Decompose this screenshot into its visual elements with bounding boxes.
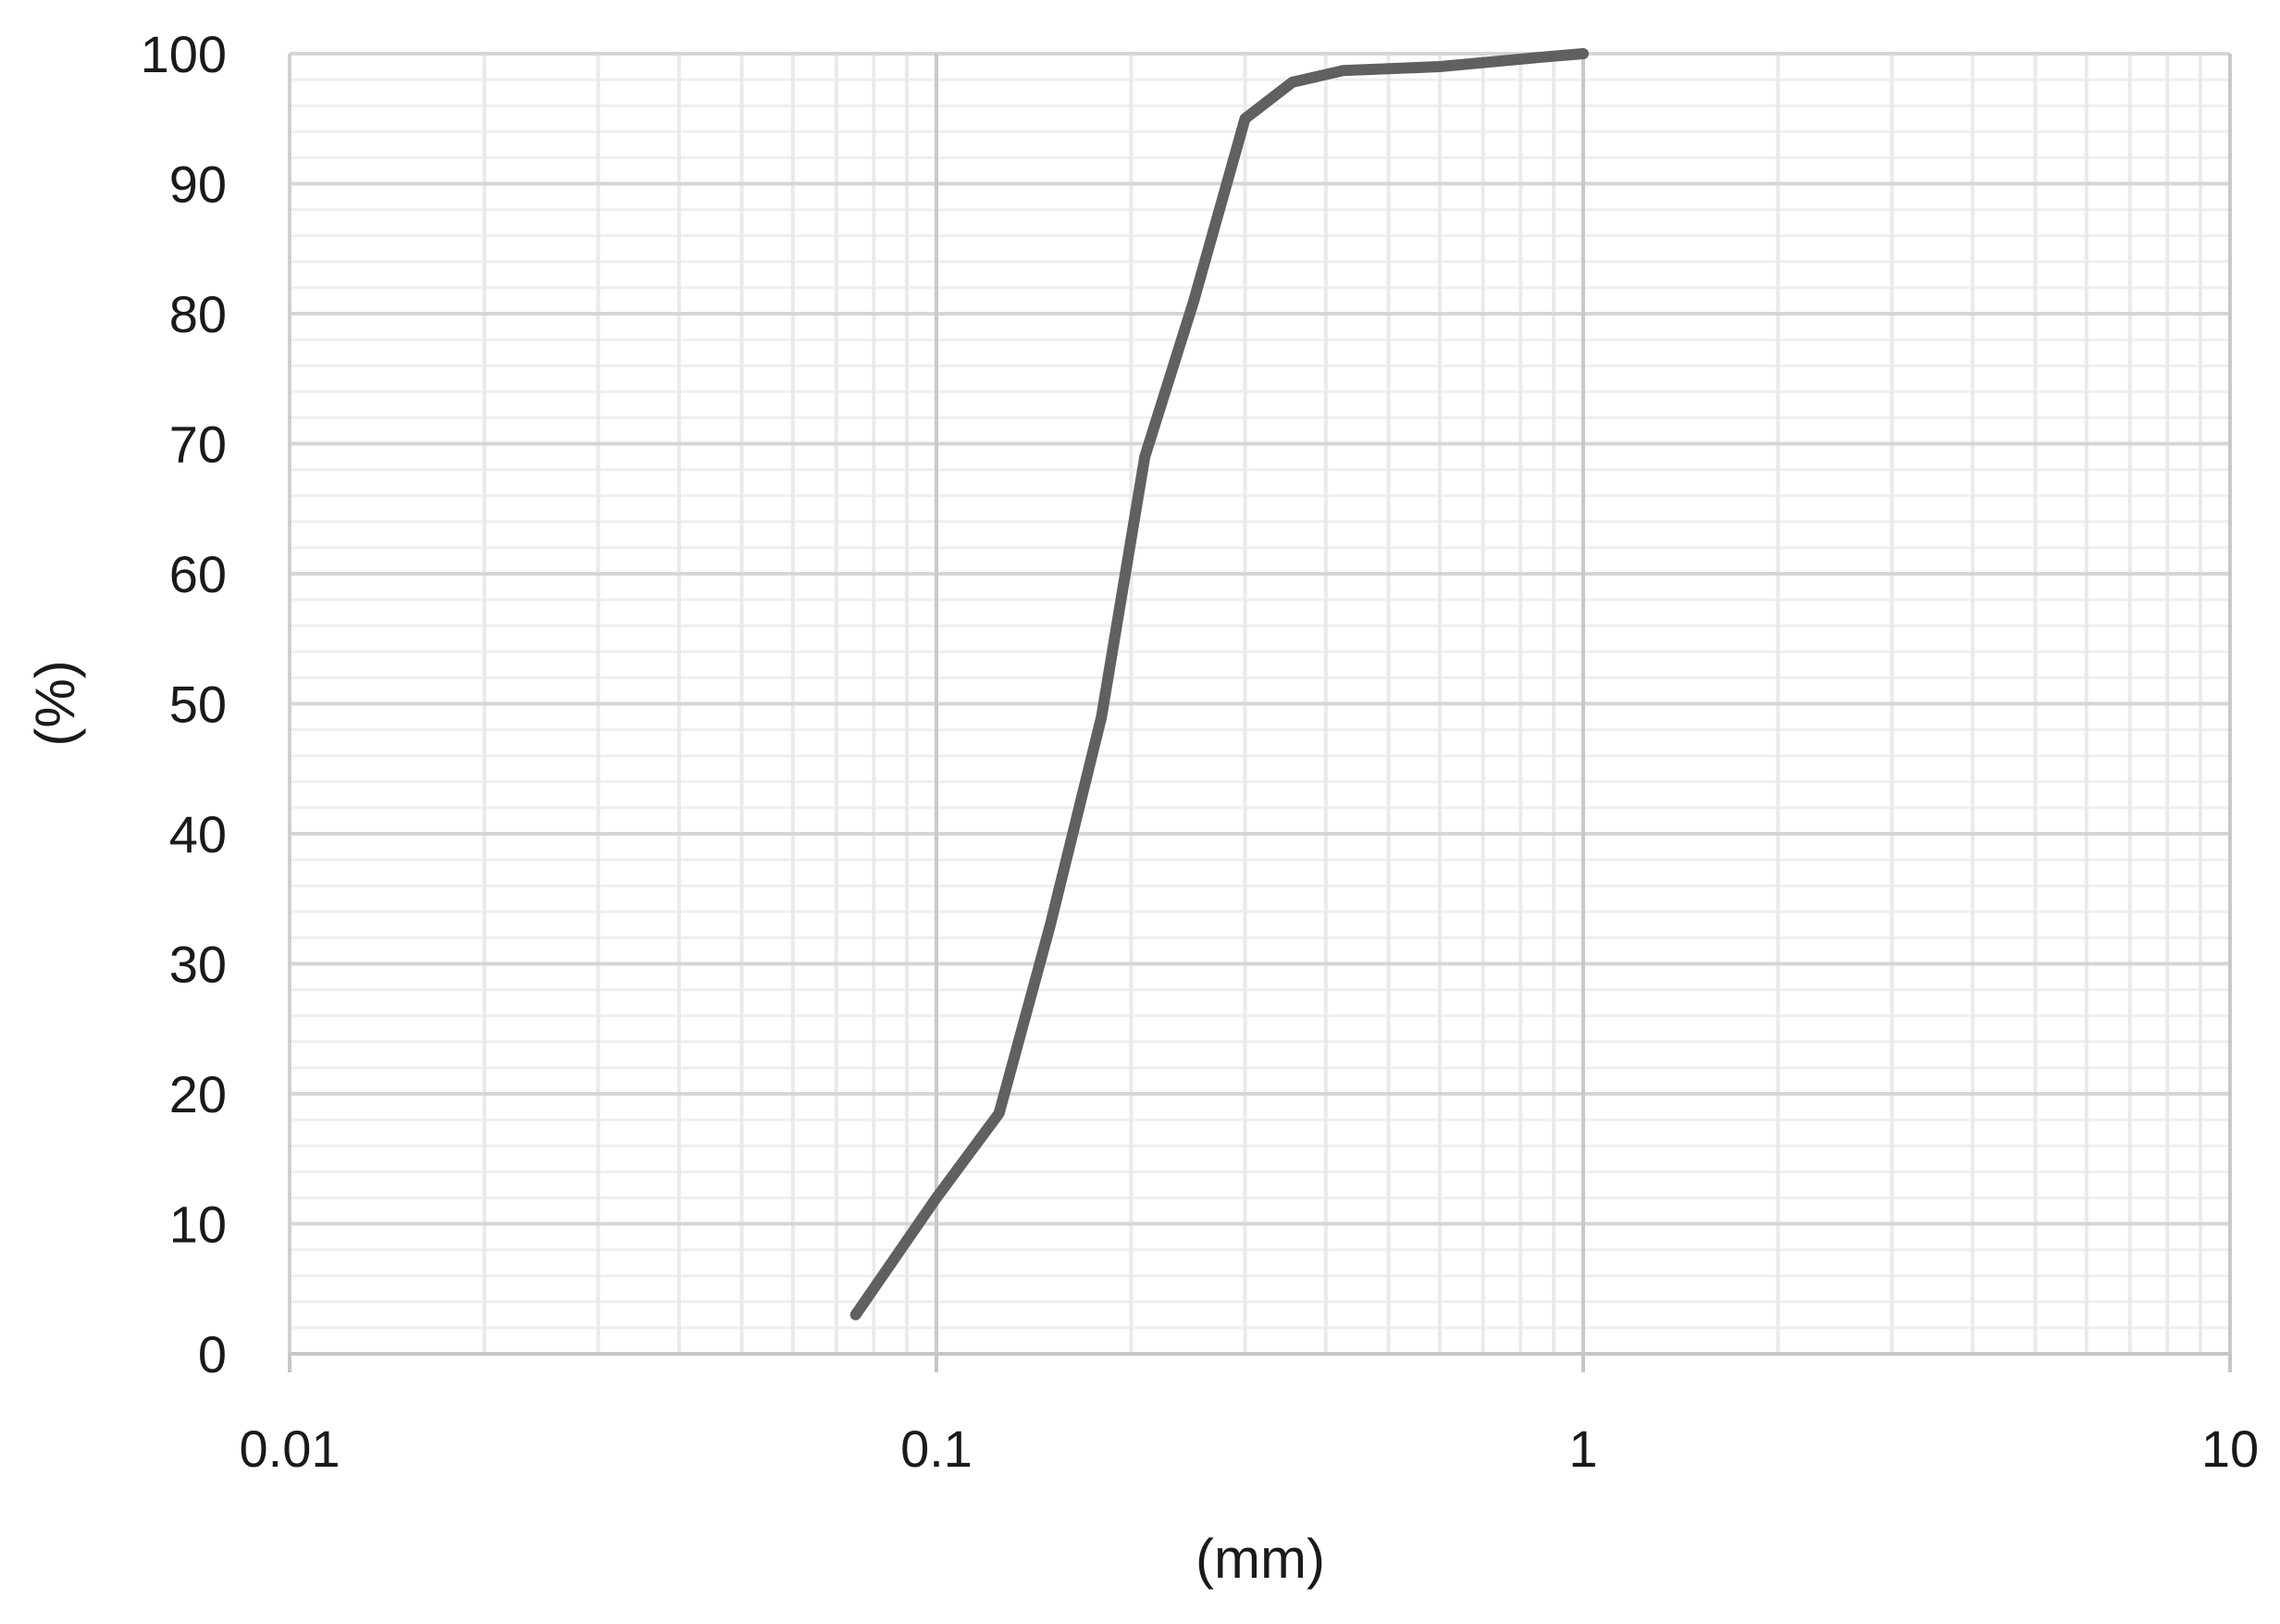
y-axis-title: (%)	[24, 660, 86, 746]
y-tick-label: 60	[169, 545, 227, 603]
y-tick-label: 90	[169, 155, 227, 214]
x-tick-label: 0.01	[240, 1419, 341, 1478]
x-tick-label: 1	[1568, 1419, 1597, 1478]
x-tick-label: 10	[2201, 1419, 2259, 1478]
series-line	[849, 48, 1589, 1320]
series-layer	[849, 48, 1589, 1320]
tick-labels: 0 10 20 30 40 50 60 70 80 90 100 0.01 0.1 1 10	[141, 25, 2260, 1478]
minor-y-gridlines	[290, 78, 2230, 1330]
y-tick-label: 100	[141, 25, 227, 83]
y-tick-label: 10	[169, 1196, 227, 1254]
y-tick-label: 20	[169, 1065, 227, 1123]
y-tick-label: 30	[169, 936, 227, 994]
x-axis-title: (mm)	[1196, 1528, 1325, 1590]
y-tick-label: 80	[169, 285, 227, 343]
y-tick-label: 40	[169, 805, 227, 863]
axes	[288, 54, 2232, 1372]
y-tick-label: 0	[198, 1325, 227, 1383]
y-tick-label: 70	[169, 415, 227, 474]
major-gridlines	[290, 52, 2232, 1354]
y-tick-label: 50	[169, 676, 227, 734]
x-tick-label: 0.1	[900, 1419, 973, 1478]
